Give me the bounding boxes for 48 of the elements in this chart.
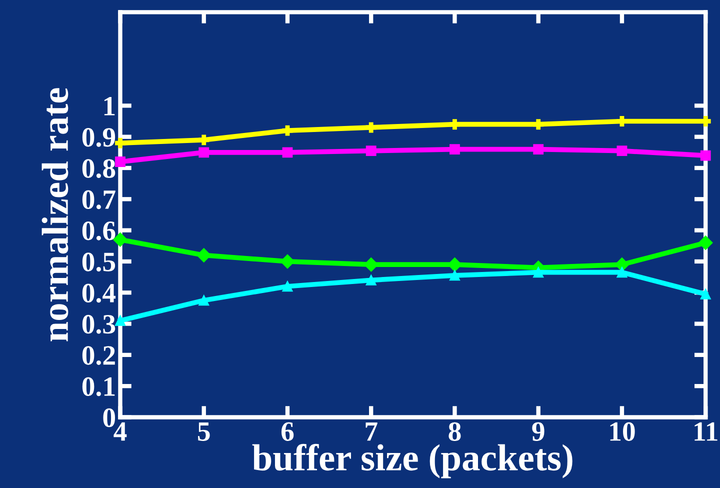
point	[364, 257, 378, 272]
point	[533, 144, 544, 154]
point	[366, 122, 376, 133]
x-tick-label: 4	[114, 422, 127, 441]
point	[115, 156, 126, 167]
point	[282, 281, 293, 292]
y-tick-label: 1	[104, 96, 115, 116]
x-tick-label: 5	[198, 422, 210, 441]
point	[616, 146, 628, 156]
point	[533, 267, 544, 278]
x-tick-label: 11	[694, 422, 718, 441]
point	[282, 147, 293, 158]
point	[450, 119, 460, 130]
x-tick-label: 8	[448, 422, 461, 441]
y-tick-label: 0.2	[82, 346, 115, 365]
y-tick-label: 0.4	[82, 284, 116, 303]
x-tick-label: 10	[610, 422, 635, 441]
point	[450, 144, 460, 154]
y-tick-label: 0.7	[82, 190, 116, 210]
point	[448, 257, 462, 272]
x-tick-label: 6	[281, 422, 294, 441]
point	[196, 248, 211, 262]
point	[366, 274, 376, 286]
y-tick-label: 0.1	[82, 377, 115, 396]
y-tick-label: 0	[103, 408, 116, 428]
point	[700, 288, 711, 300]
point	[698, 236, 713, 250]
y-tick-label: 0.5	[82, 252, 116, 272]
point	[616, 267, 628, 278]
point	[115, 138, 126, 148]
point	[280, 254, 295, 269]
point	[450, 270, 460, 281]
x-tick-label: 9	[532, 422, 544, 441]
y-tick-label: 0.3	[82, 314, 116, 334]
point	[115, 315, 126, 326]
point	[198, 295, 210, 306]
point	[198, 147, 210, 158]
point	[282, 125, 293, 136]
point	[198, 134, 210, 146]
point	[533, 119, 544, 130]
y-tick-label: 0.6	[82, 221, 116, 240]
y-tick-label: 0.8	[82, 159, 116, 178]
y-tick-label: 0.9	[82, 128, 116, 147]
x-tick-label: 7	[366, 422, 378, 441]
point	[366, 146, 376, 156]
y-axis-title: normalized rate	[42, 88, 68, 342]
x-axis-title: buffer size (packets)	[252, 444, 572, 478]
point	[700, 150, 711, 161]
